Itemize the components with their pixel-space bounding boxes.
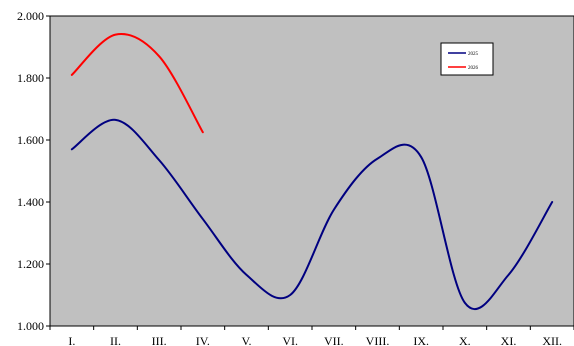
series-line-2026: [70, 32, 204, 134]
x-tick-label: V.: [241, 334, 251, 346]
x-tick-label: XII.: [542, 334, 562, 346]
x-tick-label: VI.: [282, 334, 298, 346]
legend-box: [440, 42, 494, 76]
y-tick-label: 1.000: [17, 319, 44, 333]
legend: 2025 2026: [440, 42, 494, 76]
x-tick-label: IX.: [413, 334, 429, 346]
x-tick-label: I.: [68, 334, 75, 346]
x-axis: I. II. III. IV. V. VI. VII. VIII. IX. X. XI. XII.: [49, 326, 574, 346]
y-tick-label: 1.600: [17, 133, 44, 147]
y-axis: 1.000 1.200 1.400 1.600 1.800 2.000: [17, 9, 50, 333]
y-tick-label: 1.400: [17, 195, 44, 209]
legend-label-2026: 2026: [468, 66, 479, 71]
x-tick-label: VII.: [324, 334, 344, 346]
x-tick-label: III.: [152, 334, 167, 346]
x-tick-label: XI.: [501, 334, 517, 346]
y-tick-label: 2.000: [17, 9, 44, 23]
y-tick-label: 1.200: [17, 257, 44, 271]
legend-label-2025: 2025: [468, 52, 479, 57]
series-line-2025: [70, 118, 554, 311]
x-tick-label: II.: [110, 334, 121, 346]
x-tick-label: VIII.: [366, 334, 390, 346]
y-tick-label: 1.800: [17, 71, 44, 85]
x-tick-label: IV.: [196, 334, 210, 346]
x-tick-label: X.: [459, 334, 471, 346]
plot-area: [49, 15, 574, 327]
series-lines: [70, 32, 554, 311]
